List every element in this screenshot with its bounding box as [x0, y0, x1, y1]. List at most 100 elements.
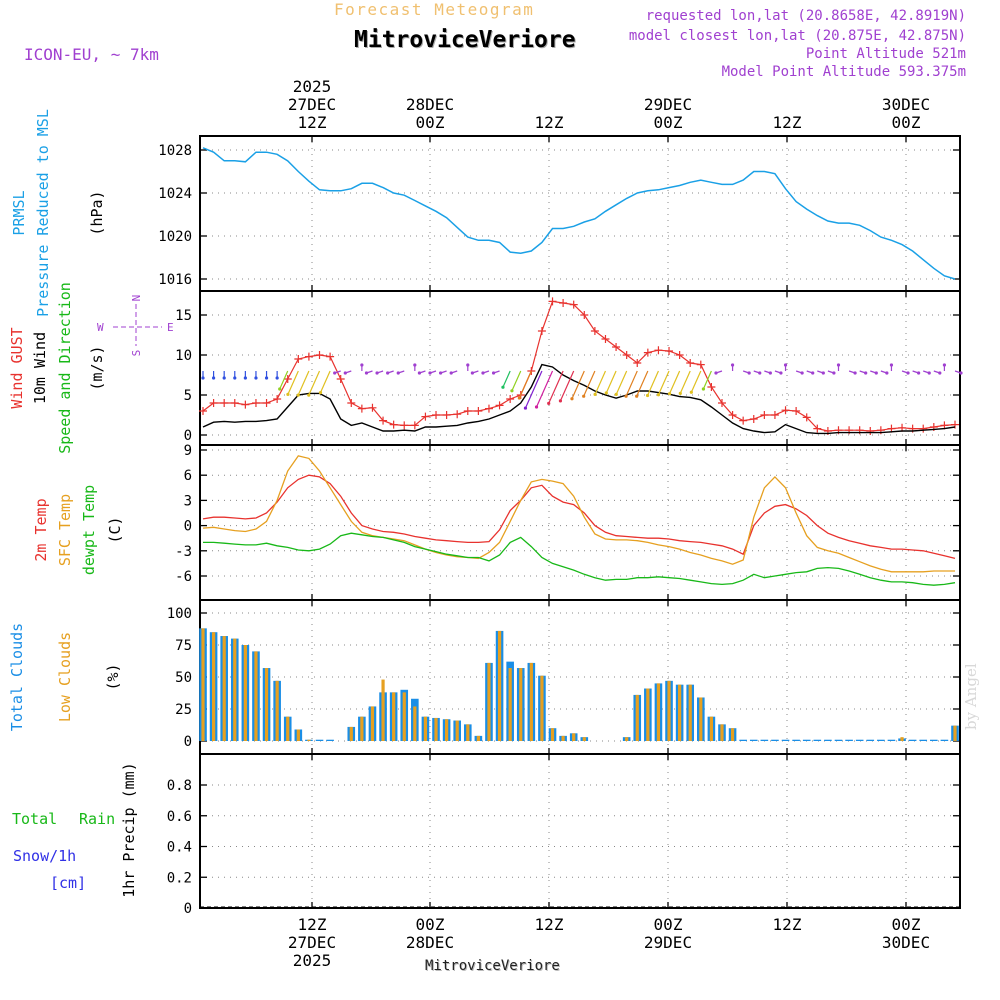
- wind-arrow-head: [959, 371, 963, 375]
- total-cloud-bar: [919, 739, 928, 741]
- y-tick-label: 25: [175, 702, 192, 718]
- panel-frame: [199, 753, 961, 909]
- bottom-axis-hour: 12Z: [535, 915, 564, 934]
- gust-marker: [654, 346, 663, 355]
- low-cloud-bar: [381, 679, 385, 741]
- gust-marker: [580, 311, 589, 319]
- y-tick-label: 0: [184, 428, 192, 444]
- y-tick-label: -6: [175, 569, 192, 585]
- wind-arrow-head: [701, 387, 705, 391]
- gust-marker: [294, 355, 303, 363]
- wind-direction-arrow: [535, 370, 554, 408]
- wind-arrow-head: [832, 371, 836, 375]
- gust-marker: [717, 399, 726, 407]
- wind-arrow-head: [211, 376, 216, 380]
- gust-marker: [421, 412, 430, 421]
- top-axis-hour: 12Z: [773, 113, 802, 132]
- low-cloud-bar: [508, 668, 512, 741]
- bottom-axis-hour: 00Z: [654, 915, 683, 934]
- low-cloud-bar: [466, 724, 470, 741]
- precip-unit: 1hr Precip (mm): [120, 762, 138, 897]
- wind-direction-arrow: [511, 370, 522, 392]
- gust-marker: [548, 297, 557, 306]
- model-altitude: Model Point Altitude 593.375m: [721, 64, 966, 80]
- wind-arrow-head: [783, 363, 788, 367]
- y-tick-label: 0.8: [167, 778, 192, 794]
- wind-direction-arrow: [524, 370, 543, 409]
- low-cloud-bar: [487, 662, 491, 741]
- gust-marker: [802, 413, 811, 422]
- wind-arrow-head: [517, 396, 521, 400]
- low-cloud-bar: [222, 636, 226, 741]
- total-cloud-bar: [866, 739, 875, 741]
- wind-arrow-head: [874, 371, 878, 375]
- wind-direction-arrow: [657, 370, 670, 396]
- wind-arrow-head: [343, 371, 347, 375]
- pressure-label: PRMSL: [10, 190, 28, 235]
- wind-arrow-head: [942, 363, 947, 367]
- low-cloud-bar: [275, 680, 279, 741]
- wind-direction-arrow: [297, 370, 310, 396]
- wind-arrow-head: [510, 389, 514, 393]
- wind-10m-line: [202, 363, 956, 435]
- precip-total-label: Total: [12, 810, 57, 828]
- wind-arrow-head: [730, 363, 735, 367]
- low-cloud-bar: [476, 735, 480, 741]
- gust-marker: [379, 416, 388, 425]
- y-tick-label: 0.4: [167, 840, 192, 856]
- gust-marker: [866, 427, 875, 435]
- temp-dewpt-label: dewpt Temp: [80, 485, 98, 575]
- pressure-unit: (hPa): [88, 190, 106, 235]
- wind-arrow-head: [364, 371, 369, 375]
- gust-marker: [559, 299, 568, 307]
- gust-marker: [643, 348, 652, 357]
- y-tick-label: 0.6: [167, 809, 192, 825]
- low-cloud-bar: [296, 729, 300, 741]
- gust-marker: [770, 411, 779, 419]
- gust-marker: [633, 359, 642, 367]
- wind-gust-line: [202, 300, 956, 432]
- wind-direction-arrow: [279, 370, 289, 390]
- wind-arrow-head: [689, 390, 693, 394]
- y-tick-label: 75: [175, 638, 192, 654]
- low-cloud-bar: [667, 680, 671, 741]
- wind-direction-arrow: [636, 370, 649, 397]
- total-cloud-bar: [813, 739, 822, 741]
- wind-arrow-head: [243, 376, 247, 380]
- low-cloud-bar: [635, 694, 639, 741]
- wind-arrow-head: [885, 371, 889, 375]
- wind-arrow-head: [286, 392, 290, 396]
- wind-arrow-head: [278, 387, 282, 391]
- compass-w: W: [97, 321, 104, 334]
- top-axis-date: 30DEC: [882, 95, 930, 114]
- low-cloud-bar: [709, 716, 713, 741]
- pressure-line: [202, 147, 956, 280]
- wind-arrow-head: [582, 394, 586, 398]
- wind-arrow-head: [386, 371, 390, 375]
- total-cloud-bar: [760, 739, 769, 741]
- wind-arrow-head: [254, 376, 258, 380]
- low-cloud-bar: [625, 737, 629, 741]
- temp-sfc-line: [202, 455, 955, 573]
- gust-marker: [696, 360, 705, 369]
- low-cloud-bar: [540, 675, 544, 741]
- low-cloud-bar: [550, 728, 555, 741]
- footer-station: MitroviceVeriore: [425, 958, 560, 974]
- y-tick-label: 1028: [158, 143, 192, 159]
- low-cloud-bar: [233, 638, 237, 741]
- low-cloud-bar: [561, 735, 565, 741]
- wind-arrow-head: [906, 371, 910, 375]
- bottom-axis-hour: 00Z: [892, 915, 921, 934]
- wind-arrow-head: [667, 392, 672, 396]
- gust-marker: [665, 347, 674, 355]
- total-cloud-bar: [802, 739, 811, 741]
- total-cloud-bar: [824, 739, 832, 741]
- low-cloud-bar: [201, 628, 205, 741]
- wind-arrow-head: [614, 392, 618, 396]
- wind-arrow-head: [360, 363, 364, 367]
- gust-marker: [590, 327, 599, 335]
- gust-marker: [357, 404, 366, 413]
- temp-dewpt-line: [203, 532, 956, 586]
- low-cloud-bar: [529, 662, 533, 741]
